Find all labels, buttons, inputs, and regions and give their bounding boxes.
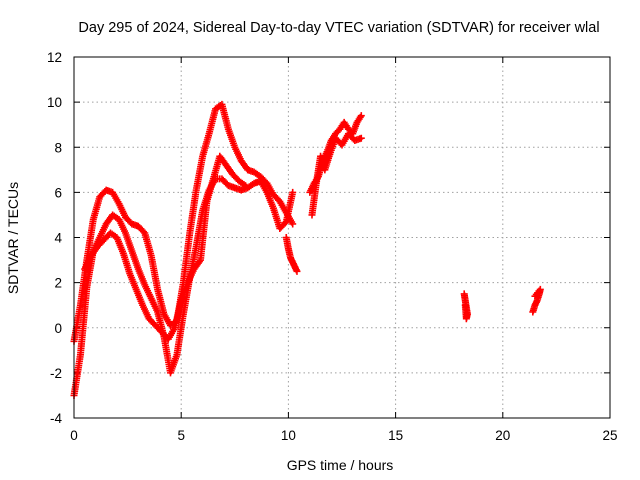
plot-frame	[73, 56, 611, 419]
y-tick-label: -4	[50, 411, 62, 426]
x-tick-label: 15	[388, 428, 403, 443]
data-point	[531, 292, 539, 300]
data-point	[357, 112, 365, 120]
series-segment-11-13h-b	[308, 130, 365, 219]
data-point	[195, 258, 203, 266]
chart-title: Day 295 of 2024, Sidereal Day-to-day VTE…	[78, 20, 599, 36]
grid-layer	[74, 57, 610, 418]
data-point	[357, 134, 365, 142]
y-tick-label: 0	[54, 321, 62, 336]
y-tick-label: 8	[54, 140, 62, 155]
points-layer	[70, 100, 544, 399]
data-point	[289, 220, 297, 228]
x-tick-label: 5	[177, 428, 185, 443]
x-tick-label: 25	[602, 428, 617, 443]
ticks-layer: 0 5 10 15 20 25 -4 -2 0 2 4 6 8 10 12	[47, 50, 618, 443]
data-point	[242, 182, 250, 190]
x-tick-label: 0	[70, 428, 78, 443]
x-axis-label: GPS time / hours	[287, 457, 394, 473]
y-tick-label: 6	[54, 185, 62, 200]
y-tick-label: 2	[54, 276, 62, 291]
data-point	[289, 188, 297, 196]
series-segment-18h	[460, 290, 471, 323]
data-point	[293, 267, 301, 275]
y-tick-label: 4	[54, 231, 62, 246]
series-segment-10h	[282, 234, 301, 275]
y-tick-label: 12	[47, 50, 62, 65]
x-tick-label: 10	[281, 428, 296, 443]
data-point	[461, 301, 469, 309]
y-tick-label: -2	[50, 366, 62, 381]
x-tick-label: 20	[495, 428, 510, 443]
y-axis-label: SDTVAR / TECUs	[5, 182, 21, 294]
y-tick-label: 10	[47, 95, 62, 110]
series-arc-middle	[81, 152, 250, 343]
series-segment-21h	[529, 285, 544, 316]
